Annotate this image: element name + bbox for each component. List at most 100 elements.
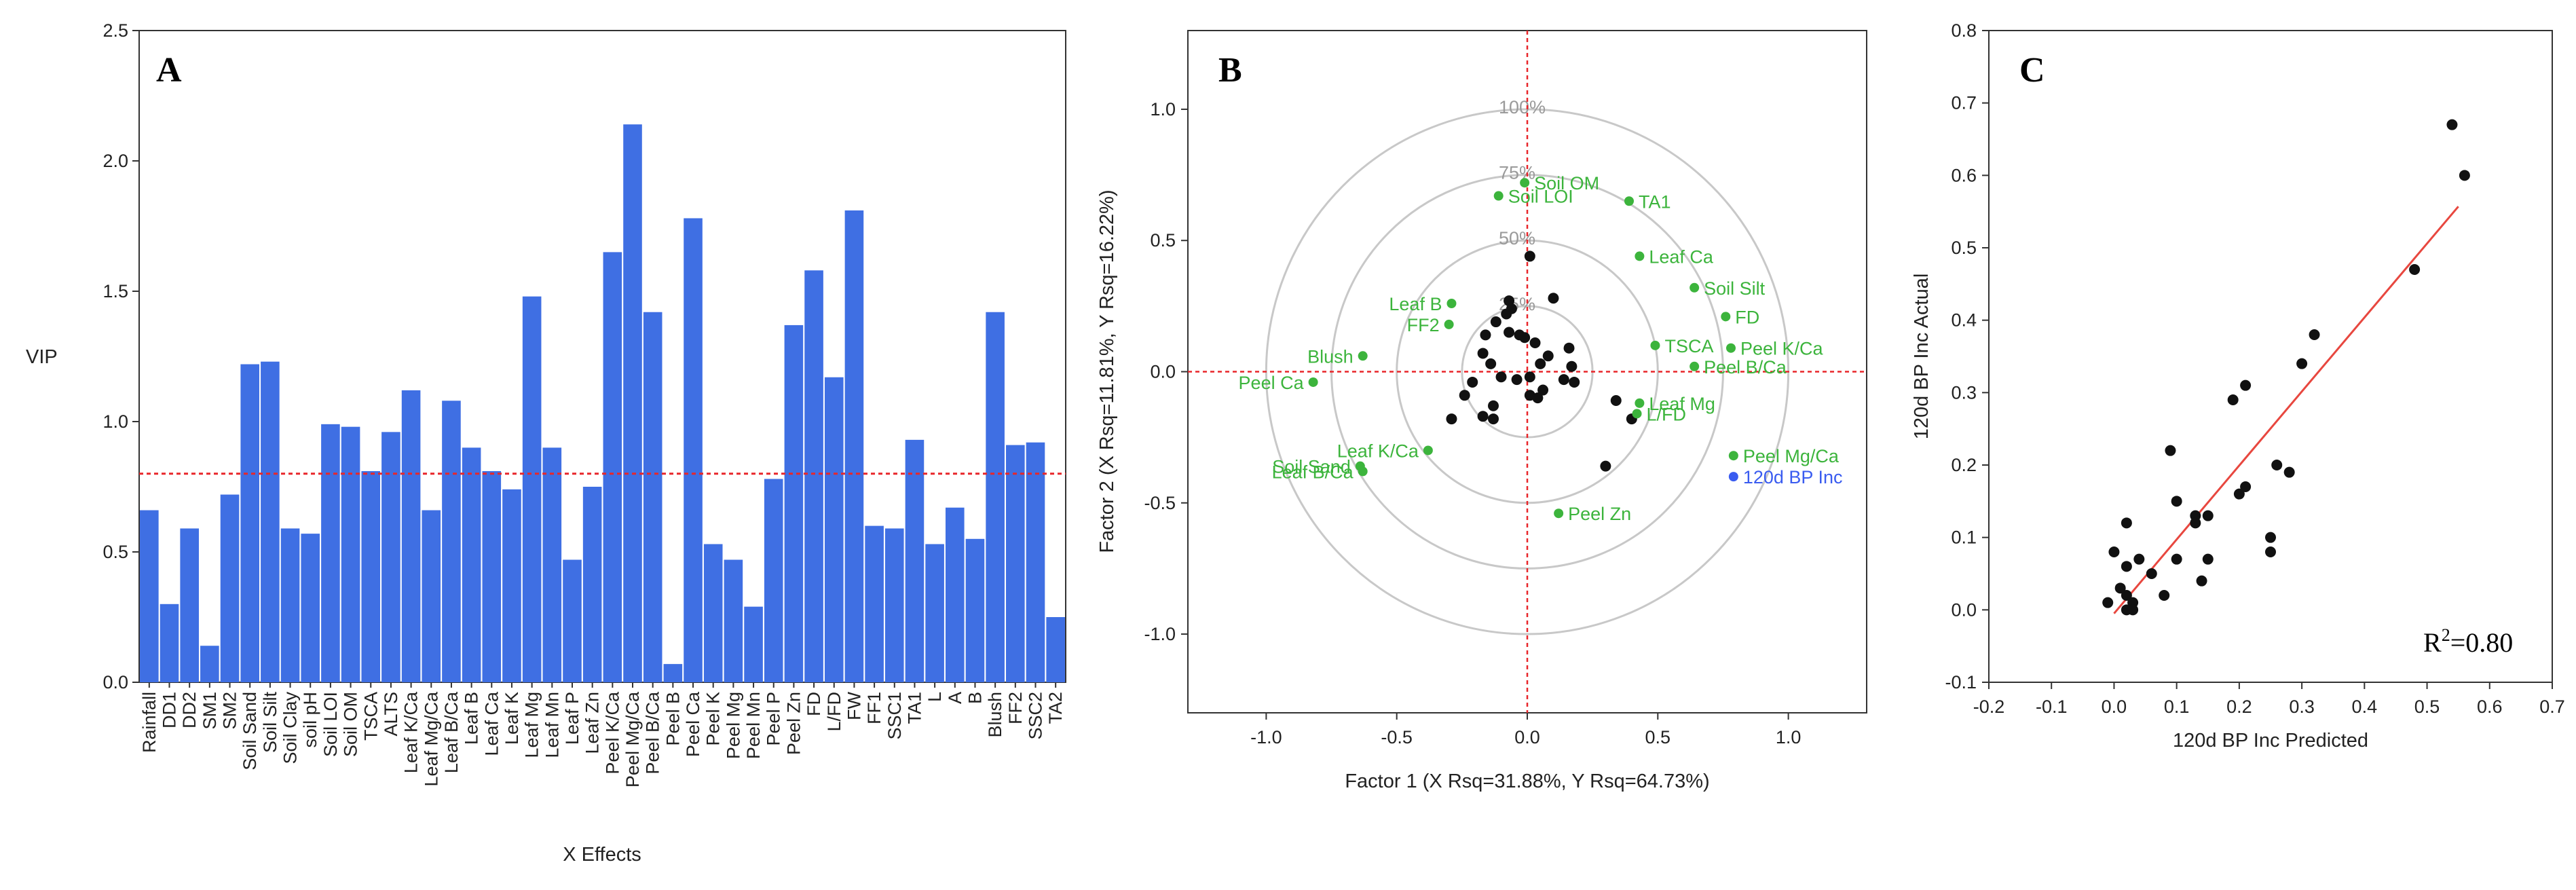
vip-bar [361,470,381,682]
score-point [1524,251,1535,262]
vip-bar [905,439,925,682]
x-tick-label: Leaf K [502,692,522,745]
vip-bar [321,424,340,682]
x-tick-label: Soil Clay [280,692,301,764]
x-tick-label: 1.0 [1776,727,1802,747]
x-tick-label: -0.5 [1381,727,1413,747]
loading-label: L/FD [1647,404,1687,424]
x-tick-label: 0.2 [2226,697,2252,717]
vip-bar [865,525,884,682]
panel-c-ticks: -0.2 -0.1 0.0 0.1 0.2 0.3 0.4 0.5 0.6 0.7 -0.1 0.0 0… [1945,20,2564,717]
x-tick-label: Peel Mg/Ca [622,691,643,787]
data-point [2265,532,2276,543]
loading-point [1728,472,1738,482]
data-point [2121,517,2132,529]
y-tick-label: 0.5 [1150,230,1176,251]
x-tick-label: Leaf Mn [542,692,562,758]
vip-bar [643,312,662,683]
x-tick-label: Blush [985,692,1005,738]
vip-bar [280,528,300,682]
loading-point [1358,466,1368,477]
data-point [2196,575,2207,587]
loading-label: FF2 [1407,315,1440,335]
y-tick-label: 0.7 [1951,93,1977,113]
x-tick-label: 0.0 [2102,697,2127,717]
vip-bar [522,296,542,682]
vip-bar [160,604,179,682]
loading-label: Soil LOI [1508,187,1573,207]
x-tick-label: 0.4 [2352,697,2378,717]
loading-label: Blush [1307,346,1354,367]
y-tick-label: 1.5 [102,281,128,301]
y-tick-label: 0.0 [102,672,128,692]
data-point [2121,590,2132,601]
y-tick-label: 0.2 [1951,455,1977,475]
x-tick-label: Leaf Mg [522,692,542,758]
circle-percent-label: 100% [1499,97,1546,117]
y-tick-label: 0.8 [1951,20,1977,41]
vip-bar [1046,617,1065,682]
panel-a-y-axis-label: VIP [26,346,58,368]
x-tick-label: SSC1 [884,692,905,740]
score-point [1535,358,1546,369]
loading-label: TA1 [1639,191,1671,212]
r2-letter: R [2423,627,2442,658]
loading-point [1554,508,1564,519]
vip-bar [462,447,481,682]
vip-bar [703,544,723,682]
panel-c-predicted-vs-actual: C -0.2 -0.1 0.0 0.1 0.2 0.3 0.4 0.5 0.6 0.7 -0.1 0.… [1911,20,2565,752]
vip-bar [603,252,622,682]
circle-percent-label: 50% [1499,228,1535,248]
score-point [1501,308,1512,320]
x-tick-label: soil pH [300,692,320,748]
vip-bar [261,361,280,682]
y-tick-label: 1.0 [1150,99,1176,119]
x-tick-label: -1.0 [1250,727,1282,747]
data-point [2296,358,2308,369]
y-tick-label: 0.0 [1951,599,1977,620]
panel-b-score-points [1446,251,1637,472]
loading-point [1358,351,1368,361]
x-tick-label: TA1 [904,692,925,724]
vip-bar [200,646,219,682]
x-tick-label: L/FD [824,692,844,732]
data-point [2309,329,2320,340]
score-point [1569,376,1580,388]
data-point [2171,553,2182,565]
vip-bar [784,325,804,682]
score-point [1488,413,1499,425]
x-tick-label: 0.0 [1514,727,1540,747]
y-tick-label: 0.5 [102,542,128,562]
vip-bar [502,489,521,682]
loading-point [1493,191,1504,201]
vip-bar [1026,442,1045,682]
x-tick-label: Leaf K/Ca [401,691,422,773]
x-tick-label: -0.1 [2036,697,2068,717]
loading-point [1721,312,1731,322]
loading-point [1444,319,1454,329]
loading-label: 120d BP Inc [1743,467,1843,487]
loading-point [1726,343,1736,353]
x-tick-label: Leaf Mg/Ca [421,691,441,787]
vip-bar [482,470,502,682]
panel-a-letter: A [156,51,182,90]
y-tick-label: -0.5 [1144,493,1176,513]
loading-point [1520,178,1530,188]
score-point [1519,332,1531,344]
loading-label: Peel K/Ca [1740,339,1824,359]
vip-bar [986,312,1005,683]
data-point [2102,597,2114,608]
score-point [1504,327,1515,338]
vip-bar [824,377,844,682]
loading-point [1635,398,1645,408]
data-point [2459,170,2470,181]
data-point [2202,510,2214,521]
vip-bar [401,390,421,682]
loading-label: Soil OM [1534,173,1599,193]
score-point [1529,337,1541,348]
x-tick-label: 0.3 [2289,697,2315,717]
vip-bar [764,479,783,682]
vip-bar [341,426,360,682]
loading-point [1728,451,1738,461]
